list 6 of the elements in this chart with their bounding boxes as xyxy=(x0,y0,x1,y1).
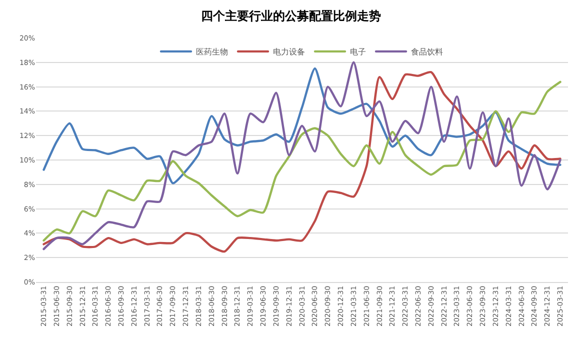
legend-label: 电力设备 xyxy=(273,48,305,57)
legend-label: 电子 xyxy=(350,48,366,57)
legend-label: 医药生物 xyxy=(196,48,228,57)
legend-label: 食品饮料 xyxy=(411,48,443,57)
chart-title: 四个主要行业的公募配置比例走势 xyxy=(201,9,381,24)
line-series xyxy=(42,67,562,184)
